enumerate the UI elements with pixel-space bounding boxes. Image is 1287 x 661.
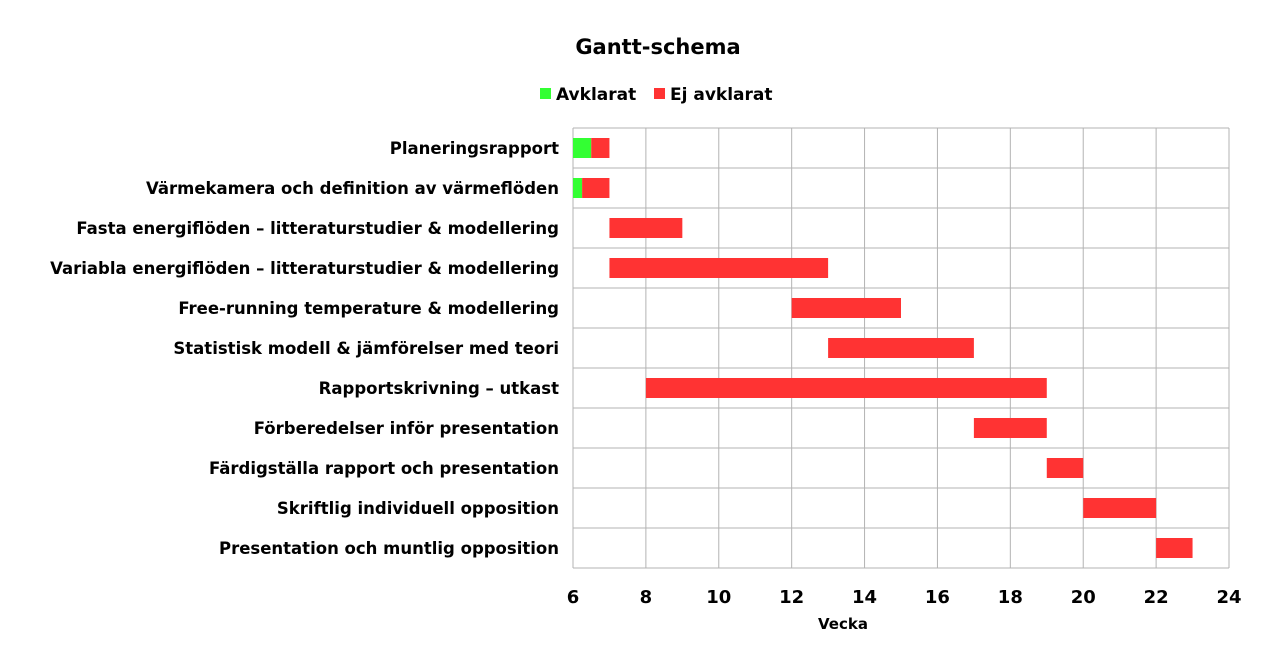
task-label: Fasta energiflöden – litteraturstudier &… (76, 219, 559, 238)
x-tick-label: 16 (925, 587, 950, 608)
x-tick-label: 24 (1216, 587, 1241, 608)
task-label: Variabla energiflöden – litteraturstudie… (50, 259, 559, 278)
bar-not-done (645, 378, 1047, 398)
task-label: Statistisk modell & jämförelser med teor… (173, 339, 559, 358)
legend-swatch-not-done (654, 88, 665, 99)
bar-not-done (582, 178, 610, 198)
legend-swatch-done (540, 88, 551, 99)
task-label: Free-running temperature & modellering (178, 299, 559, 318)
bar-not-done (1156, 538, 1193, 558)
chart-title: Gantt-schema (575, 35, 740, 59)
task-label: Förberedelser inför presentation (254, 419, 559, 438)
task-label: Färdigställa rapport och presentation (209, 459, 559, 478)
x-tick-label: 6 (567, 587, 580, 608)
x-tick-labels: 6 8 10 12 14 16 18 20 22 24 (567, 587, 1242, 608)
category-labels: Planeringsrapport Värmekamera och definit… (50, 139, 559, 558)
task-label: Presentation och muntlig opposition (219, 539, 559, 558)
bar-not-done (1083, 498, 1157, 518)
x-tick-label: 18 (998, 587, 1023, 608)
bar-not-done (609, 218, 683, 238)
bar-not-done (828, 338, 974, 358)
task-label: Värmekamera och definition av värmeflöde… (146, 179, 559, 198)
bar-not-done (609, 258, 829, 278)
task-label: Planeringsrapport (390, 139, 559, 158)
bar-not-done (1046, 458, 1084, 478)
bar-not-done (591, 138, 610, 158)
x-axis-title: Vecka (818, 615, 868, 633)
bar-not-done (973, 418, 1047, 438)
task-label: Skriftlig individuell opposition (277, 499, 559, 518)
bar-done (573, 138, 592, 158)
x-tick-label: 10 (706, 587, 731, 608)
bar-not-done (791, 298, 901, 318)
legend-label-done: Avklarat (556, 85, 636, 105)
x-tick-label: 22 (1144, 587, 1169, 608)
x-tick-label: 8 (640, 587, 653, 608)
legend-label-not-done: Ej avklarat (670, 85, 773, 105)
x-tick-label: 20 (1071, 587, 1096, 608)
task-label: Rapportskrivning – utkast (319, 379, 559, 398)
x-tick-label: 12 (779, 587, 804, 608)
bar-done (573, 178, 583, 198)
legend: Avklarat Ej avklarat (540, 85, 773, 105)
bars (573, 138, 1193, 558)
x-tick-label: 14 (852, 587, 877, 608)
